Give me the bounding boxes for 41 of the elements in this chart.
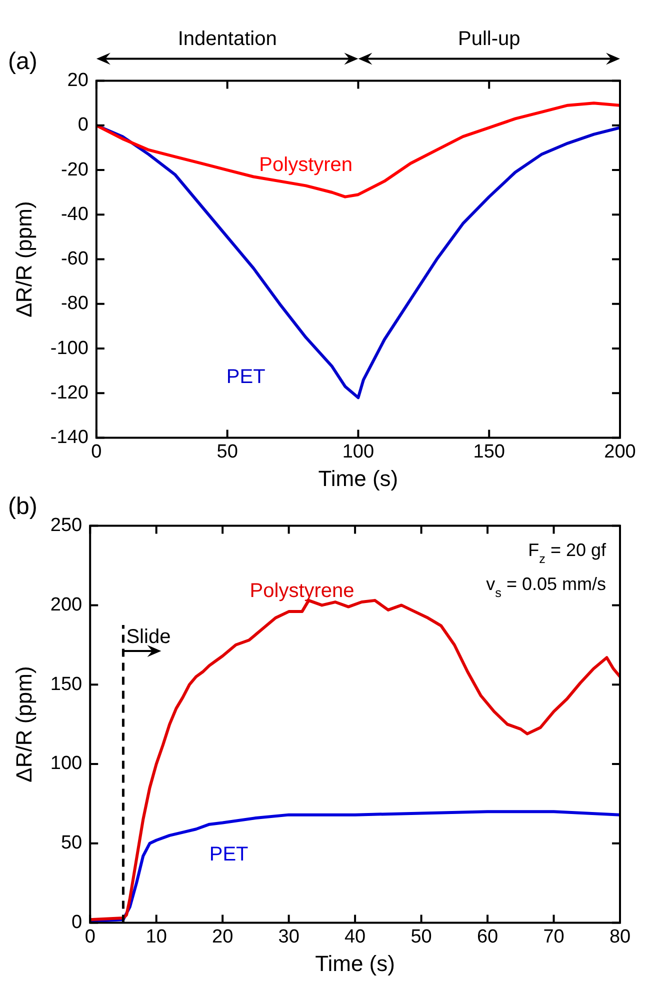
y-tick-label: 100 [50,753,82,774]
x-tick-label: 0 [91,441,102,462]
y-tick-label: -120 [50,382,88,404]
y-tick-label: -40 [60,204,88,225]
series-label: PET [209,843,248,866]
y-tick-label: 50 [60,832,82,854]
x-tick-label: 60 [476,926,498,948]
y-axis-title: ΔR/R (ppm) [11,201,36,318]
series-label: Polystyrene [250,580,354,602]
y-tick-label: 0 [78,114,88,136]
text: PET [226,366,266,388]
y-tick-label: 20 [67,70,88,92]
y-tick-label: 0 [72,912,82,934]
text: Indentation [178,28,277,50]
x-tick-label: 80 [609,926,631,948]
x-tick-label: 30 [278,926,300,948]
x-tick-label: 50 [216,441,238,462]
x-tick-label: 40 [344,926,366,948]
y-tick-label: 150 [50,674,82,695]
x-tick-label: 10 [146,926,167,948]
x-tick-label: 50 [410,926,432,948]
y-tick-label: -140 [50,427,88,448]
y-axis-title: ΔR/R (ppm) [11,666,36,782]
y-tick-label: -100 [50,338,88,359]
y-tick-label: 250 [50,515,82,536]
y-tick-label: 200 [50,594,82,616]
y-tick-label: -80 [60,293,88,314]
series-label: Polystyren [259,154,353,176]
x-tick-label: 100 [342,441,374,462]
x-axis-title: Time (s) [318,466,398,491]
x-tick-label: 200 [604,441,636,462]
y-tick-label: -60 [60,248,88,270]
ref-line-label: Slide [126,626,171,648]
chart-title: (b) [8,493,38,520]
y-tick-label: -20 [60,159,88,180]
x-tick-label: 20 [212,926,234,948]
x-axis-title: Time (s) [315,950,395,976]
chart-title: (a) [8,48,38,76]
x-tick-label: 70 [543,926,564,948]
x-tick-label: 150 [473,441,505,462]
text: Pull-up [458,28,520,50]
